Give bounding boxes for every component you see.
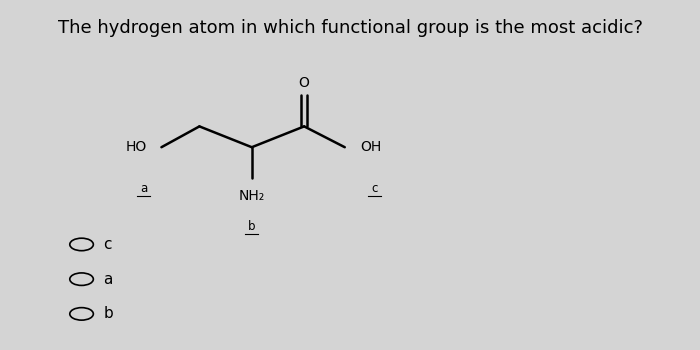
Text: The hydrogen atom in which functional group is the most acidic?: The hydrogen atom in which functional gr… <box>57 19 643 37</box>
Text: c: c <box>372 182 378 195</box>
Text: a: a <box>140 182 148 195</box>
Text: NH₂: NH₂ <box>239 189 265 203</box>
Text: O: O <box>299 76 309 90</box>
Text: c: c <box>103 237 112 252</box>
Text: b: b <box>248 220 256 233</box>
Text: HO: HO <box>126 140 147 154</box>
Text: b: b <box>103 306 113 321</box>
Text: a: a <box>103 272 113 287</box>
Text: OH: OH <box>360 140 381 154</box>
